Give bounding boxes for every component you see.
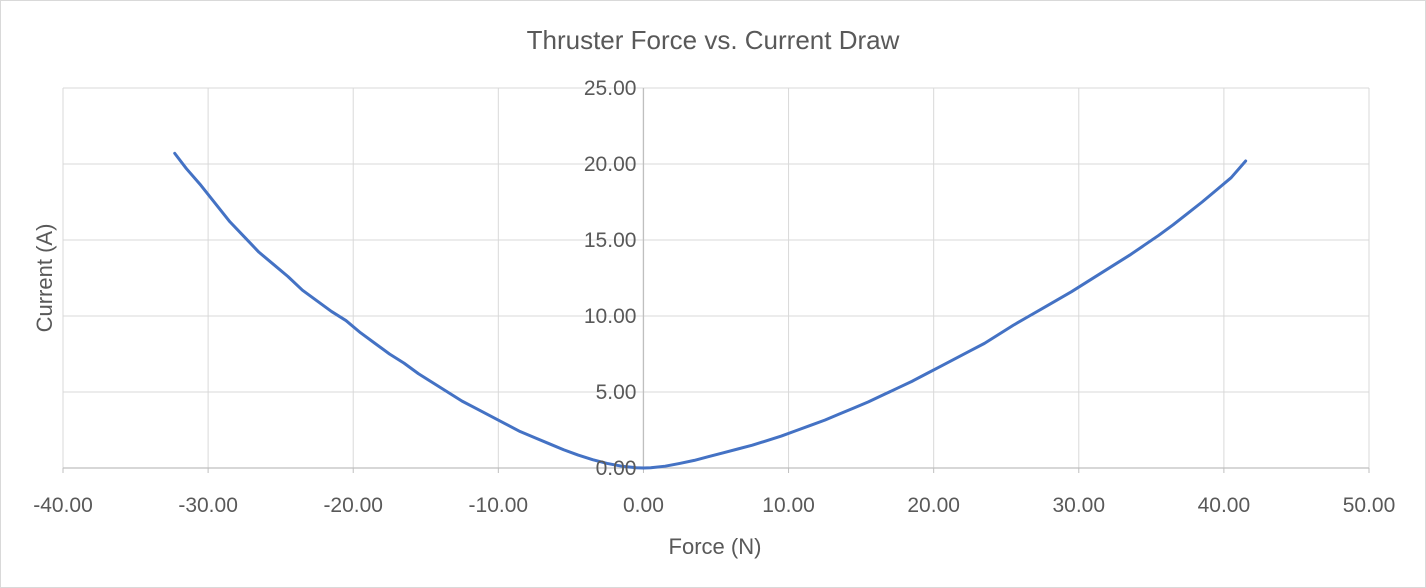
x-tick-label: 50.00 bbox=[1343, 494, 1396, 517]
chart-title: Thruster Force vs. Current Draw bbox=[527, 25, 900, 55]
y-tick-labels: 0.00 5.00 10.00 15.00 20.00 25.00 bbox=[584, 77, 637, 480]
x-tick-label: -30.00 bbox=[178, 494, 238, 517]
y-tick-label: 20.00 bbox=[584, 153, 637, 176]
y-tick-label: 5.00 bbox=[596, 381, 637, 404]
series-line bbox=[173, 151, 1248, 470]
y-tick-label: 15.00 bbox=[584, 229, 637, 252]
x-tick-label: 10.00 bbox=[762, 494, 815, 517]
x-tick-labels: -40.00 -30.00 -20.00 -10.00 0.00 10.00 20.00 30… bbox=[33, 494, 1395, 517]
x-tick-label: -20.00 bbox=[323, 494, 383, 517]
x-tick-label: -10.00 bbox=[469, 494, 529, 517]
y-tick-label: 10.00 bbox=[584, 305, 637, 328]
y-axis-title: Current (A) bbox=[32, 224, 57, 333]
x-axis-title: Force (N) bbox=[669, 534, 762, 559]
axes bbox=[62, 88, 1370, 473]
x-tick-label: 40.00 bbox=[1198, 494, 1251, 517]
horizontal-gridlines bbox=[63, 87, 1369, 393]
x-tick-label: -40.00 bbox=[33, 494, 93, 517]
y-tick-label: 0.00 bbox=[596, 457, 637, 480]
x-tick-label: 20.00 bbox=[907, 494, 960, 517]
vertical-gridlines bbox=[62, 88, 1370, 468]
x-tick-label: 0.00 bbox=[623, 494, 664, 517]
series-layer bbox=[173, 151, 1248, 470]
x-tick-label: 30.00 bbox=[1052, 494, 1105, 517]
y-tick-label: 25.00 bbox=[584, 77, 637, 100]
